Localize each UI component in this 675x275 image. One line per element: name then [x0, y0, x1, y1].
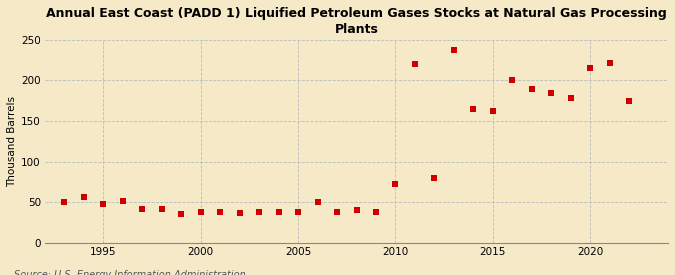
Point — [234, 211, 245, 215]
Point — [546, 90, 557, 95]
Point — [137, 207, 148, 211]
Point — [429, 176, 440, 180]
Point — [273, 210, 284, 214]
Title: Annual East Coast (PADD 1) Liquified Petroleum Gases Stocks at Natural Gas Proce: Annual East Coast (PADD 1) Liquified Pet… — [46, 7, 667, 36]
Point — [331, 210, 342, 214]
Point — [59, 200, 70, 205]
Point — [507, 78, 518, 83]
Point — [78, 194, 89, 199]
Point — [313, 200, 323, 205]
Point — [371, 210, 381, 214]
Point — [195, 210, 206, 214]
Point — [565, 96, 576, 101]
Point — [487, 108, 498, 113]
Text: Source: U.S. Energy Information Administration: Source: U.S. Energy Information Administ… — [14, 271, 245, 275]
Point — [215, 210, 225, 214]
Point — [604, 60, 615, 65]
Point — [624, 99, 634, 103]
Point — [585, 66, 595, 70]
Point — [176, 212, 187, 217]
Point — [254, 210, 265, 214]
Point — [468, 107, 479, 111]
Point — [117, 199, 128, 203]
Y-axis label: Thousand Barrels: Thousand Barrels — [7, 96, 17, 187]
Point — [157, 207, 167, 211]
Point — [526, 86, 537, 91]
Point — [390, 182, 401, 187]
Point — [351, 208, 362, 213]
Point — [98, 202, 109, 206]
Point — [448, 47, 459, 52]
Point — [293, 210, 304, 214]
Point — [410, 62, 421, 67]
